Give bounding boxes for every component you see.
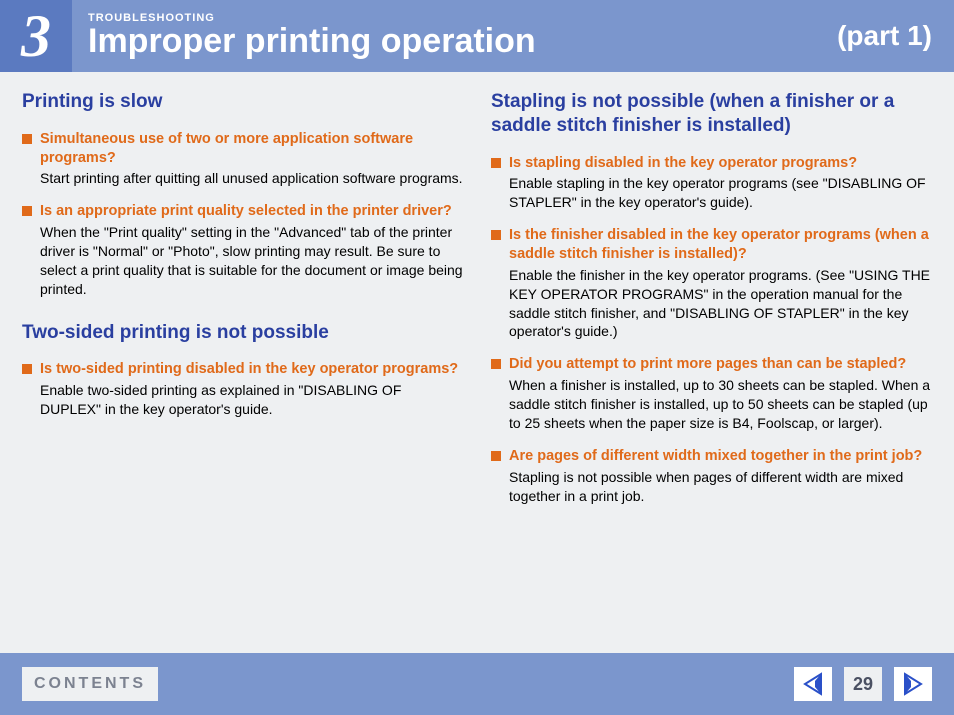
troubleshooting-section: Two-sided printing is not possible Is two… — [22, 321, 463, 419]
section-heading: Printing is slow — [22, 90, 463, 114]
item-question: Is an appropriate print quality selected… — [40, 202, 463, 221]
content-area: Printing is slow Simultaneous use of two … — [0, 72, 954, 634]
item-question: Is two-sided printing disabled in the ke… — [40, 360, 463, 379]
square-bullet-icon — [491, 230, 501, 240]
header-title-bar: TROUBLESHOOTING Improper printing operat… — [72, 0, 954, 72]
item-question: Is the finisher disabled in the key oper… — [509, 226, 932, 264]
page-title: Improper printing operation — [88, 22, 536, 61]
troubleshooting-item: Simultaneous use of two or more applicat… — [22, 130, 463, 189]
square-bullet-icon — [491, 359, 501, 369]
header-title-group: TROUBLESHOOTING Improper printing operat… — [88, 12, 536, 61]
right-column: Stapling is not possible (when a finishe… — [491, 90, 932, 634]
item-question: Are pages of different width mixed toget… — [509, 447, 932, 466]
troubleshooting-item: Is two-sided printing disabled in the ke… — [22, 360, 463, 419]
square-bullet-icon — [491, 158, 501, 168]
next-arrow-icon — [901, 672, 925, 696]
item-answer: Stapling is not possible when pages of d… — [509, 468, 932, 506]
part-label: (part 1) — [837, 20, 932, 52]
troubleshooting-item: Did you attempt to print more pages than… — [491, 355, 932, 433]
page-number: 29 — [844, 667, 882, 701]
page-header: 3 TROUBLESHOOTING Improper printing oper… — [0, 0, 954, 72]
left-column: Printing is slow Simultaneous use of two … — [22, 90, 463, 634]
square-bullet-icon — [22, 206, 32, 216]
item-question: Simultaneous use of two or more applicat… — [40, 130, 463, 168]
troubleshooting-item: Is an appropriate print quality selected… — [22, 202, 463, 298]
square-bullet-icon — [22, 364, 32, 374]
contents-button[interactable]: CONTENTS — [22, 667, 158, 701]
troubleshooting-item: Are pages of different width mixed toget… — [491, 447, 932, 506]
section-heading: Two-sided printing is not possible — [22, 321, 463, 345]
page-footer: CONTENTS 29 — [0, 653, 954, 715]
troubleshooting-item: Is the finisher disabled in the key oper… — [491, 226, 932, 341]
section-heading: Stapling is not possible (when a finishe… — [491, 90, 932, 138]
item-question: Is stapling disabled in the key operator… — [509, 154, 932, 173]
nav-group: 29 — [794, 667, 932, 701]
item-answer: Enable stapling in the key operator prog… — [509, 174, 932, 212]
square-bullet-icon — [22, 134, 32, 144]
chapter-number: 3 — [0, 0, 72, 72]
square-bullet-icon — [491, 451, 501, 461]
item-question: Did you attempt to print more pages than… — [509, 355, 932, 374]
next-page-button[interactable] — [894, 667, 932, 701]
item-answer: When the "Print quality" setting in the … — [40, 223, 463, 299]
troubleshooting-section: Printing is slow Simultaneous use of two … — [22, 90, 463, 299]
item-answer: Start printing after quitting all unused… — [40, 169, 463, 188]
item-answer: Enable the finisher in the key operator … — [509, 266, 932, 342]
troubleshooting-section: Stapling is not possible (when a finishe… — [491, 90, 932, 506]
troubleshooting-item: Is stapling disabled in the key operator… — [491, 154, 932, 213]
prev-arrow-icon — [801, 672, 825, 696]
item-answer: Enable two-sided printing as explained i… — [40, 381, 463, 419]
prev-page-button[interactable] — [794, 667, 832, 701]
item-answer: When a finisher is installed, up to 30 s… — [509, 376, 932, 433]
